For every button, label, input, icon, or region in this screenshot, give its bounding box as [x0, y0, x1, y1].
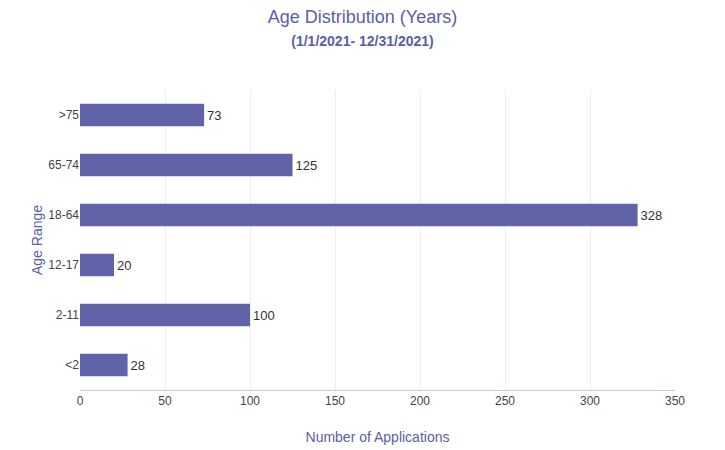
- svg-text:200: 200: [410, 394, 430, 408]
- svg-text:73: 73: [207, 108, 221, 123]
- svg-text:Age Range: Age Range: [29, 205, 45, 275]
- svg-text:150: 150: [325, 394, 345, 408]
- svg-text:Number of Applications: Number of Applications: [306, 429, 450, 445]
- svg-text:65-74: 65-74: [48, 158, 79, 172]
- svg-text:50: 50: [158, 394, 172, 408]
- svg-text:>75: >75: [59, 108, 80, 122]
- svg-text:12-17: 12-17: [48, 258, 79, 272]
- svg-text:100: 100: [240, 394, 260, 408]
- svg-text:Age Distribution (Years)(1/1/2: Age Distribution (Years)(1/1/2021- 12/31…: [268, 7, 457, 49]
- svg-text:2-11: 2-11: [56, 308, 79, 322]
- svg-text:<2: <2: [65, 358, 79, 372]
- svg-text:350: 350: [665, 394, 685, 408]
- svg-text:18-64: 18-64: [48, 208, 79, 222]
- svg-text:125: 125: [296, 158, 318, 173]
- svg-text:300: 300: [580, 394, 600, 408]
- svg-text:100: 100: [253, 308, 275, 323]
- svg-text:20: 20: [117, 258, 131, 273]
- svg-text:28: 28: [131, 358, 145, 373]
- svg-text:328: 328: [641, 208, 663, 223]
- svg-text:0: 0: [77, 394, 84, 408]
- svg-text:250: 250: [495, 394, 515, 408]
